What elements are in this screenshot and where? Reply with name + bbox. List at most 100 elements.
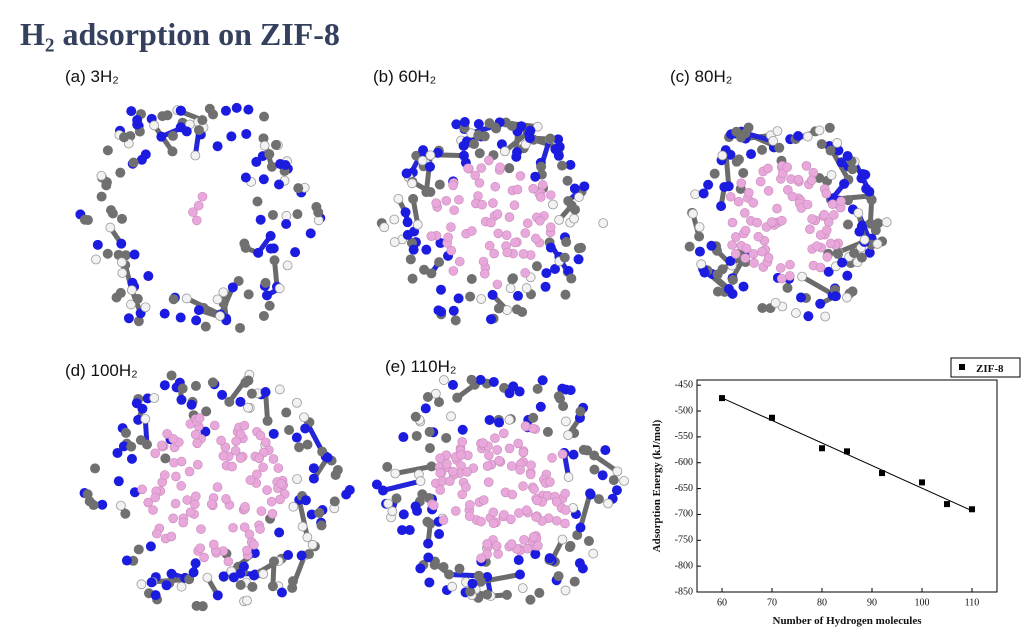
atom (550, 144, 561, 155)
h2-molecule (492, 445, 503, 455)
h2-molecule (802, 199, 813, 210)
atom (856, 252, 867, 263)
atom (857, 168, 868, 179)
h2-molecule (493, 549, 503, 559)
atom (200, 426, 211, 437)
atom (611, 485, 622, 496)
h2-molecule (520, 268, 530, 278)
h2-molecule (446, 222, 456, 232)
atom (175, 312, 186, 323)
atom (260, 277, 271, 288)
atom (494, 417, 505, 428)
atom (262, 415, 273, 426)
atom (772, 126, 783, 137)
atom (120, 427, 131, 438)
atom (426, 268, 437, 279)
atom (589, 450, 600, 461)
h2-molecule (725, 191, 736, 202)
atom (193, 125, 204, 136)
atom (854, 226, 865, 237)
atom (379, 222, 390, 233)
atom (220, 105, 231, 116)
h2-molecule (190, 499, 200, 510)
h2-molecule (157, 440, 167, 451)
atom (112, 447, 123, 458)
atom (548, 199, 558, 210)
atom (560, 384, 571, 395)
atom (302, 532, 313, 543)
atom (560, 585, 571, 596)
atom (255, 214, 266, 225)
atom (197, 601, 208, 612)
h2-molecule (545, 190, 556, 200)
atom (266, 161, 277, 172)
h2-molecule (178, 517, 188, 528)
atom (530, 171, 541, 182)
atom (560, 289, 571, 300)
atom (515, 569, 526, 580)
h2-molecule (190, 429, 201, 440)
atom (146, 577, 157, 588)
y-tick-label: -750 (675, 535, 693, 546)
y-tick-label: -850 (675, 586, 693, 597)
atom (419, 264, 430, 275)
h2-molecule (446, 245, 457, 256)
atom (226, 131, 237, 142)
atom (512, 147, 523, 158)
atom (251, 156, 262, 167)
h2-molecule (239, 522, 250, 532)
atom (563, 265, 574, 276)
atom (441, 432, 452, 443)
atom (833, 145, 844, 156)
atom (141, 439, 152, 450)
atom (793, 130, 804, 141)
h2-molecule (476, 163, 487, 173)
data-point (844, 448, 850, 455)
atom (276, 587, 287, 598)
h2-molecule (545, 222, 556, 233)
data-point (969, 506, 975, 513)
atom (465, 586, 476, 597)
atom (123, 313, 134, 324)
atom (553, 134, 564, 145)
atom (408, 244, 419, 255)
y-tick-label: -600 (675, 457, 693, 468)
h2-molecule (148, 505, 158, 515)
atom (694, 231, 705, 242)
atom (299, 412, 309, 423)
atom (451, 119, 462, 130)
atom (129, 249, 140, 260)
h2-molecule (477, 199, 487, 210)
h2-molecule (836, 196, 846, 207)
h2-molecule (507, 489, 518, 500)
h2-molecule (184, 466, 195, 477)
h2-molecule (557, 449, 568, 459)
h2-molecule (457, 436, 468, 447)
atom (545, 133, 556, 144)
h2-molecule (445, 476, 455, 486)
atom (791, 308, 801, 318)
h2-molecule (488, 507, 499, 518)
atom (475, 576, 486, 587)
atom (569, 213, 579, 224)
atom (859, 234, 870, 245)
h2-molecule (499, 509, 509, 520)
h2-molecule (748, 198, 759, 208)
h2-molecule (506, 461, 517, 471)
atom (259, 111, 270, 122)
data-point (819, 445, 825, 452)
atom (176, 394, 187, 405)
h2-molecule (827, 199, 838, 209)
panel-label: (b) 60H₂ (373, 67, 436, 86)
atom (265, 230, 276, 241)
h2-molecule (755, 176, 766, 187)
atom (102, 248, 113, 259)
atom (444, 569, 455, 580)
atom (467, 578, 478, 589)
atom (274, 179, 285, 190)
h2-molecule (235, 453, 246, 463)
atom (101, 180, 112, 191)
atom (274, 384, 285, 395)
atom (504, 414, 515, 425)
atom (690, 189, 701, 200)
